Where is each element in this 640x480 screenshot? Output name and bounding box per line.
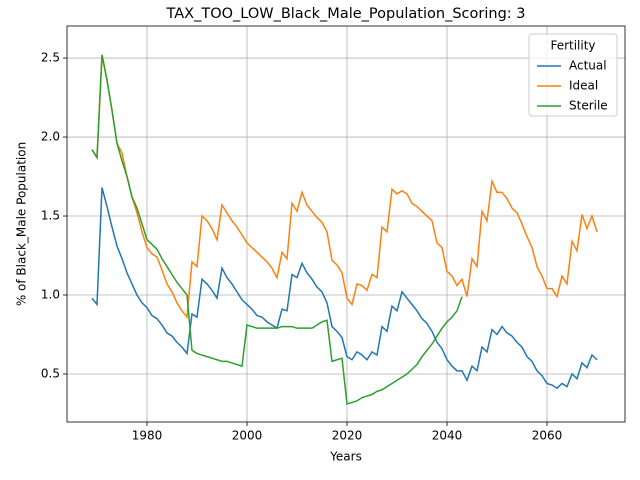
legend-label: Sterile: [569, 99, 608, 113]
y-tick-label: 1.5: [41, 209, 60, 223]
x-axis-label: Years: [329, 450, 362, 464]
y-tick-label: 1.0: [41, 288, 60, 302]
x-tick-label: 1980: [132, 429, 163, 443]
x-tick-label: 2040: [432, 429, 463, 443]
legend-title: Fertility: [550, 39, 595, 53]
plot-frame: [66, 25, 626, 423]
x-tick-label: 2020: [332, 429, 363, 443]
y-tick-label: 2.0: [41, 130, 60, 144]
series-line: [91, 187, 598, 390]
chart-title: TAX_TOO_LOW_Black_Male_Population_Scorin…: [166, 6, 526, 22]
x-tick-label: 2060: [532, 429, 563, 443]
series-line: [91, 54, 598, 320]
series-line: [91, 54, 463, 405]
y-tick-label: 0.5: [41, 366, 60, 380]
legend-label: Ideal: [569, 79, 598, 93]
legend-label: Actual: [569, 59, 607, 73]
legend-box: [528, 33, 618, 117]
y-tick-label: 2.5: [41, 51, 60, 65]
y-axis-label: % of Black_Male Population: [15, 142, 29, 306]
x-tick-label: 2000: [232, 429, 263, 443]
